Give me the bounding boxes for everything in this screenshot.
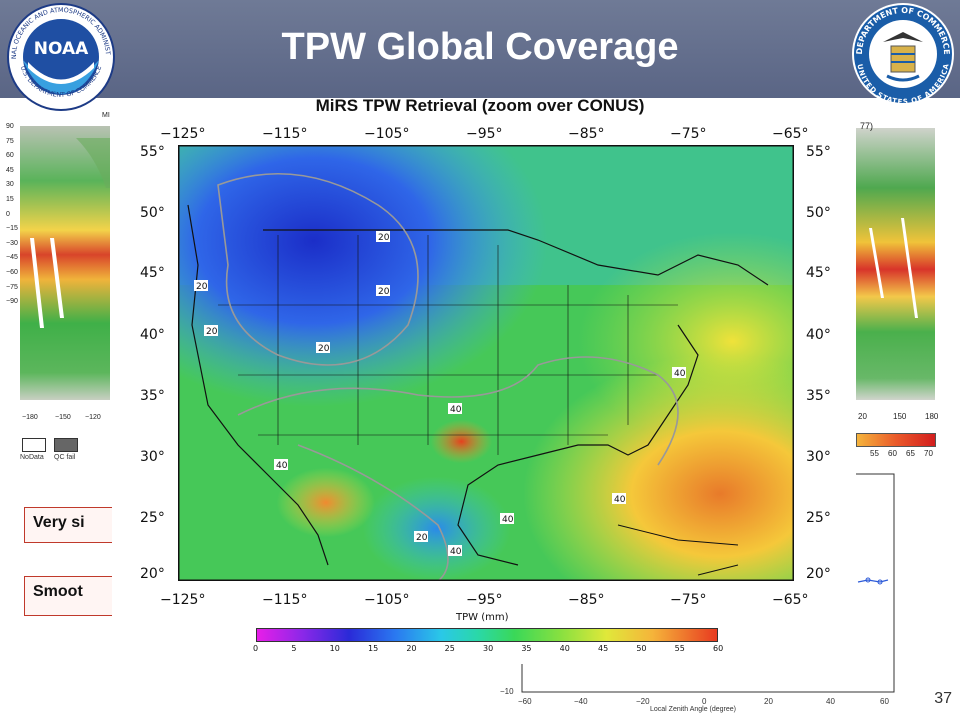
- lon-tick-bottom: −115°: [262, 592, 308, 608]
- contour-label: 20: [416, 533, 428, 543]
- lon-tick-top: −115°: [262, 126, 308, 142]
- lat-tick-right: 30°: [806, 449, 831, 465]
- left-map-lat-axis: 90 75 60 45 30 15 0 −15 −30 −45 −60 −75 −90: [6, 123, 18, 306]
- lon-tick-top: −105°: [364, 126, 410, 142]
- colorbar-tick: 40: [559, 644, 570, 653]
- left-map-lon-tick: −180: [22, 414, 38, 421]
- colorbar-tick: 10: [329, 644, 340, 653]
- lon-tick-top: −65°: [772, 126, 809, 142]
- colorbar-tick: 25: [444, 644, 455, 653]
- right-colorbar-tick: 70: [924, 449, 933, 458]
- lon-tick-top: −95°: [466, 126, 503, 142]
- contour-label: 20: [206, 327, 218, 337]
- right-colorbar-tick: 60: [888, 449, 897, 458]
- left-map-lon-tick: −150: [55, 414, 71, 421]
- contour-label: 40: [276, 461, 288, 471]
- colorbar-tick: 15: [368, 644, 379, 653]
- lon-tick-top: −125°: [160, 126, 206, 142]
- lat-tick-left: 45°: [140, 265, 165, 281]
- lat-tick-left: 35°: [140, 388, 165, 404]
- zenith-plot-x-tick: −40: [574, 697, 588, 706]
- lat-tick-left: 30°: [140, 449, 165, 465]
- zenith-plot-y-tick: −10: [500, 687, 514, 696]
- qc-fail-swatch: [54, 438, 78, 452]
- contour-label: 20: [378, 287, 390, 297]
- header-bar: [0, 0, 960, 98]
- right-colorbar-tick: 65: [906, 449, 915, 458]
- callout-text: Very si: [33, 514, 85, 531]
- contour-label: 20: [196, 282, 208, 292]
- colorbar-tick: 60: [713, 644, 724, 653]
- right-colorbar: [856, 433, 936, 447]
- zenith-plot-x-tick: −60: [518, 697, 532, 706]
- lon-tick-bottom: −105°: [364, 592, 410, 608]
- commerce-seal-icon: DEPARTMENT OF COMMERCE UNITED STATES OF …: [852, 3, 954, 106]
- zenith-plot-x-tick: 20: [764, 697, 773, 706]
- qc-fail-label: QC fail: [54, 454, 76, 461]
- colorbar-tick: 30: [483, 644, 494, 653]
- noaa-logo-icon: NOAA NATIONAL OCEANIC AND ATMOSPHERIC AD…: [6, 2, 115, 111]
- lat-tick-left: 55°: [140, 144, 165, 160]
- colorbar-tick: 5: [291, 644, 297, 653]
- contour-label: 40: [450, 405, 462, 415]
- right-map-lon-tick: 180: [925, 412, 939, 421]
- lat-tick-right: 40°: [806, 327, 831, 343]
- lon-tick-bottom: −95°: [466, 592, 503, 608]
- colorbar-tick: 0: [253, 644, 259, 653]
- right-map-lon-tick: 20: [858, 412, 867, 421]
- lat-tick-left: 40°: [140, 327, 165, 343]
- lat-tick-left: 20°: [140, 566, 165, 582]
- nodata-swatch: [22, 438, 46, 452]
- slide-title: TPW Global Coverage: [281, 26, 679, 68]
- colorbar-tick: 55: [674, 644, 685, 653]
- tpw-colorbar: [256, 628, 718, 642]
- lat-tick-right: 45°: [806, 265, 831, 281]
- zenith-plot-x-tick: −20: [636, 697, 650, 706]
- lon-tick-bottom: −125°: [160, 592, 206, 608]
- left-global-map: [20, 126, 110, 400]
- contour-label: 40: [502, 515, 514, 525]
- noaa-logo-text: NOAA: [34, 39, 89, 59]
- lat-tick-right: 50°: [806, 205, 831, 221]
- lat-tick-left: 25°: [140, 510, 165, 526]
- right-global-map: [855, 128, 935, 400]
- lat-tick-right: 35°: [806, 388, 831, 404]
- right-map-label: 77): [860, 121, 874, 131]
- right-map-lon-tick: 150: [893, 412, 907, 421]
- nodata-label: NoData: [20, 454, 44, 461]
- zenith-plot-x-tick: 40: [826, 697, 835, 706]
- colorbar-tick: 50: [636, 644, 647, 653]
- zenith-plot-xlabel: Local Zenith Angle (degree): [650, 706, 736, 713]
- lat-tick-right: 55°: [806, 144, 831, 160]
- contour-label: 40: [614, 495, 626, 505]
- lon-tick-top: −75°: [670, 126, 707, 142]
- slide-number: 37: [934, 690, 952, 707]
- main-map-title: MiRS TPW Retrieval (zoom over CONUS): [315, 96, 645, 115]
- lon-tick-bottom: −75°: [670, 592, 707, 608]
- contour-label: 40: [674, 369, 686, 379]
- lat-tick-right: 20°: [806, 566, 831, 582]
- left-map-label: MI: [102, 112, 110, 119]
- colorbar-tick: 20: [406, 644, 417, 653]
- lon-tick-bottom: −85°: [568, 592, 605, 608]
- contour-label: 20: [318, 344, 330, 354]
- zenith-plot-x-tick: 60: [880, 697, 889, 706]
- zenith-plot-x-tick: 0: [702, 697, 707, 706]
- lat-tick-left: 50°: [140, 205, 165, 221]
- lon-tick-bottom: −65°: [772, 592, 809, 608]
- colorbar-label: TPW (mm): [456, 612, 509, 623]
- callout-text: Smoot: [33, 583, 83, 600]
- colorbar-tick: 45: [598, 644, 609, 653]
- conus-tpw-map: 20 20 20 20 20 20 40 40 40 40 40 40 20 4…: [178, 145, 794, 581]
- colorbar-tick: 35: [521, 644, 532, 653]
- left-map-lon-tick: −120: [85, 414, 101, 421]
- contour-label: 20: [378, 233, 390, 243]
- right-colorbar-tick: 55: [870, 449, 879, 458]
- lon-tick-top: −85°: [568, 126, 605, 142]
- lat-tick-right: 25°: [806, 510, 831, 526]
- contour-label: 40: [450, 547, 462, 557]
